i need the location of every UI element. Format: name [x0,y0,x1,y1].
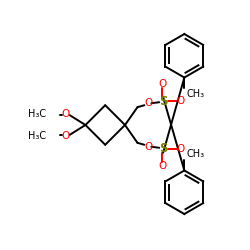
Text: H₃C: H₃C [28,131,46,141]
Text: H₃C: H₃C [28,109,46,119]
Text: S: S [159,95,168,108]
Text: O: O [62,109,70,119]
Text: O: O [144,142,152,152]
Text: O: O [158,80,166,90]
Text: CH₃: CH₃ [186,149,204,159]
Text: O: O [177,96,185,106]
Text: O: O [158,160,166,170]
Text: O: O [177,144,185,154]
Text: O: O [62,131,70,141]
Text: S: S [159,142,168,155]
Text: CH₃: CH₃ [186,89,204,99]
Text: O: O [144,98,152,108]
